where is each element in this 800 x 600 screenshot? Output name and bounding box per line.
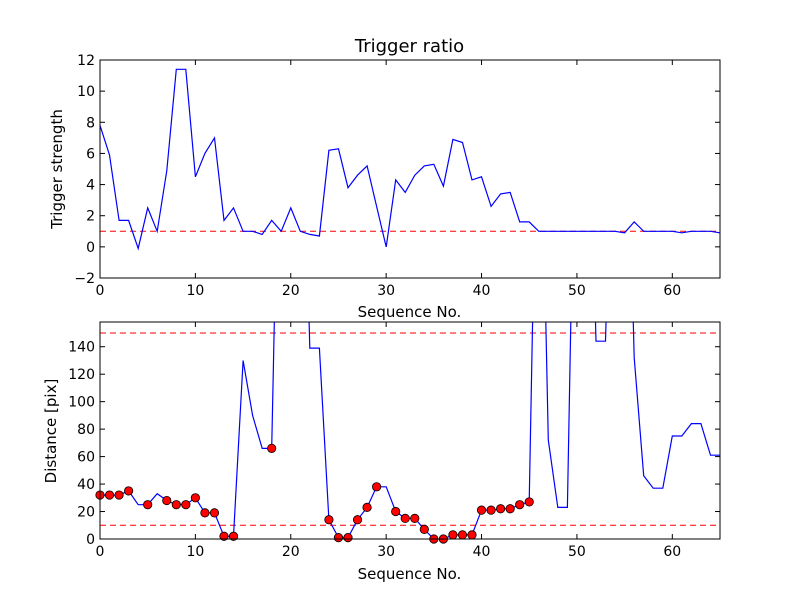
data-point xyxy=(162,495,172,506)
data-point xyxy=(362,502,372,513)
x-tick-label: 0 xyxy=(96,283,105,299)
x-tick-label: 40 xyxy=(473,544,491,560)
y-tick-label: 2 xyxy=(86,209,95,225)
y-tick-label: 0 xyxy=(86,532,95,548)
data-point xyxy=(467,530,477,540)
data-point xyxy=(333,533,344,543)
data-point xyxy=(114,490,124,500)
trigger-ratio-plot: Trigger ratio Sequence No. Trigger stren… xyxy=(48,36,721,321)
data-point xyxy=(448,530,458,540)
y-tick-label: 140 xyxy=(68,340,95,356)
data-point xyxy=(267,443,277,453)
chart-title: Trigger ratio xyxy=(354,36,464,57)
data-point xyxy=(476,505,487,515)
data-point xyxy=(181,500,191,510)
x-tick-label: 10 xyxy=(186,283,204,299)
x-tick-label: 20 xyxy=(282,544,300,560)
trigger-strength-series xyxy=(100,68,720,251)
x-tick-label: 10 xyxy=(186,544,204,560)
data-point xyxy=(372,482,382,492)
data-point xyxy=(324,515,334,525)
data-point xyxy=(228,531,239,541)
data-point xyxy=(457,530,468,540)
data-point xyxy=(400,513,410,523)
x-tick-label: 50 xyxy=(568,283,586,299)
data-point xyxy=(124,486,134,496)
y-tick-label: 12 xyxy=(77,53,95,69)
y-tick-label: 100 xyxy=(68,395,95,411)
distance-plot: Sequence No. Distance [pix] 0 10 20 30 40 50 6… xyxy=(42,321,721,583)
y-axis-label-top: Trigger strength xyxy=(48,109,66,230)
data-point xyxy=(515,500,525,510)
data-point xyxy=(505,504,515,514)
y-axis-label-bottom: Distance [pix] xyxy=(42,379,60,484)
x-tick-label: 50 xyxy=(568,544,586,560)
data-point xyxy=(104,490,115,500)
x-tick-label: 30 xyxy=(377,544,395,560)
y-tick-label: 6 xyxy=(86,146,95,162)
data-point xyxy=(219,531,229,541)
data-point xyxy=(209,508,220,518)
x-axis-label-top: Sequence No. xyxy=(358,303,462,321)
x-tick-label: 0 xyxy=(96,544,105,560)
x-tick-label: 30 xyxy=(377,283,395,299)
data-point xyxy=(143,500,153,510)
x-tick-label: 60 xyxy=(663,544,681,560)
y-tick-label: 120 xyxy=(68,367,95,383)
y-tick-label: 40 xyxy=(77,477,95,493)
x-tick-label: 40 xyxy=(473,283,491,299)
x-tick-label: 20 xyxy=(282,283,300,299)
data-point xyxy=(496,504,506,514)
data-point xyxy=(486,505,496,515)
series-line xyxy=(100,322,720,539)
threshold-lines xyxy=(100,332,720,526)
data-point xyxy=(343,533,353,543)
axes-ticks: 0 10 20 30 40 50 60 0 20 40 60 80 100 120 140 xyxy=(68,322,720,560)
y-tick-label: 80 xyxy=(77,422,95,438)
data-point xyxy=(391,506,401,517)
plot-frame xyxy=(99,321,721,540)
data-point xyxy=(200,508,210,518)
data-point xyxy=(410,513,420,523)
y-tick-label: 20 xyxy=(77,505,95,521)
distance-markers xyxy=(95,443,534,544)
y-tick-label: 60 xyxy=(77,450,95,466)
y-tick-label: 8 xyxy=(86,115,95,131)
y-tick-label: 10 xyxy=(77,84,95,100)
plot-frame xyxy=(99,59,721,279)
data-point xyxy=(190,493,200,503)
distance-series xyxy=(100,322,720,539)
x-tick-label: 60 xyxy=(663,283,681,299)
y-tick-label: 4 xyxy=(86,178,95,194)
x-axis-label-bottom: Sequence No. xyxy=(358,565,462,583)
series-line xyxy=(100,68,720,251)
y-tick-label: 0 xyxy=(86,240,95,256)
data-point xyxy=(524,497,534,507)
data-point xyxy=(419,524,429,534)
data-point xyxy=(352,515,363,525)
data-point xyxy=(171,500,181,510)
y-tick-label: −2 xyxy=(74,271,95,287)
